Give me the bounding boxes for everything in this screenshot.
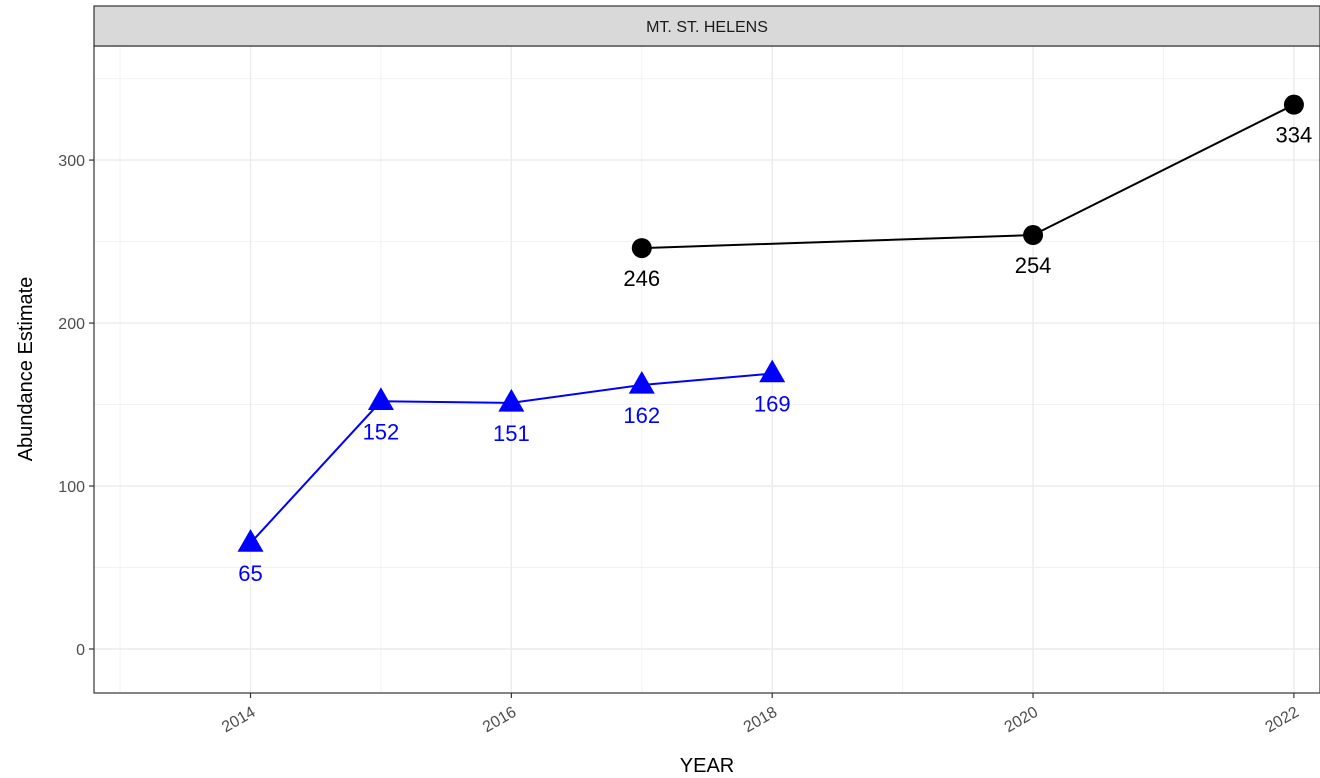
series-1-point bbox=[628, 370, 655, 394]
x-tick-label: 2020 bbox=[1002, 704, 1041, 737]
x-tick-label: 2022 bbox=[1263, 704, 1302, 737]
x-axis-title: YEAR bbox=[680, 755, 734, 777]
y-axis-title: Abundance Estimate bbox=[15, 277, 37, 462]
series-1-data-label: 169 bbox=[754, 392, 791, 417]
y-axis: 0 100 200 300 bbox=[58, 153, 94, 659]
series-1-point bbox=[367, 387, 394, 410]
x-axis: 2014 2016 2018 2020 2022 bbox=[219, 693, 1302, 736]
series-2-data-label: 334 bbox=[1276, 123, 1313, 148]
series-1-data-label: 162 bbox=[623, 403, 660, 428]
series-layer: 65 152 151 162 169 246 254 334 bbox=[237, 94, 1313, 586]
series-1-point bbox=[759, 359, 786, 383]
panel-background bbox=[94, 46, 1320, 693]
series-2-point bbox=[631, 238, 652, 259]
facet-strip: MT. ST. HELENS bbox=[93, 5, 1320, 47]
facet-strip-background bbox=[93, 5, 1320, 47]
x-tick-label: 2018 bbox=[741, 704, 780, 737]
x-tick-label: 2014 bbox=[219, 704, 258, 737]
y-tick-label: 0 bbox=[76, 642, 85, 659]
series-1-data-label: 152 bbox=[363, 419, 400, 444]
series-1-point bbox=[237, 529, 264, 552]
grid-major bbox=[94, 46, 1320, 693]
series-2: 246 254 334 bbox=[623, 94, 1313, 291]
series-1: 65 152 151 162 169 bbox=[237, 359, 791, 586]
series-2-data-label: 246 bbox=[623, 266, 660, 291]
series-2-data-label: 254 bbox=[1015, 253, 1052, 278]
series-2-point bbox=[1023, 225, 1044, 246]
series-2-point bbox=[1283, 94, 1304, 115]
grid-minor bbox=[94, 46, 1320, 693]
series-1-data-label: 151 bbox=[493, 421, 530, 446]
series-1-data-label: 65 bbox=[238, 561, 262, 586]
y-tick-label: 100 bbox=[58, 479, 85, 496]
x-tick-label: 2016 bbox=[480, 704, 519, 737]
facet-strip-label: MT. ST. HELENS bbox=[646, 19, 768, 36]
y-tick-label: 300 bbox=[58, 153, 85, 170]
y-tick-label: 200 bbox=[58, 316, 85, 333]
series-1-point bbox=[498, 388, 525, 412]
